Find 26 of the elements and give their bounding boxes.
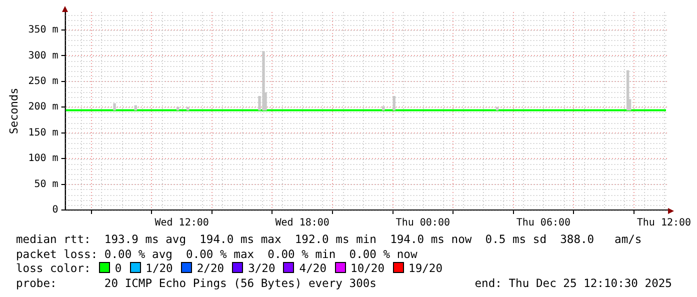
legend-label: 3/20 [248, 262, 276, 275]
y-axis-title: Seconds [7, 88, 20, 134]
y-tick-label: 150 m [28, 127, 58, 138]
y-tick-label: 350 m [28, 24, 58, 36]
legend-label: 1/20 [146, 262, 173, 275]
x-tick-label: Thu 06:00 [516, 218, 571, 229]
y-tick-label: 0 [52, 204, 58, 216]
text: loss color: [16, 262, 91, 275]
text: probe: 20 ICMP Echo Pings (56 Bytes) every 300s [16, 276, 376, 290]
x-tick-label: Thu 00:00 [396, 218, 450, 229]
legend-label: 2/20 [196, 262, 224, 275]
x-tick-label: Wed 18:00 [275, 218, 330, 229]
legend-label: 19/20 [408, 262, 443, 275]
text: packet loss: 0.00 % avg 0.00 % max 0.00 % min 0.00 % now [16, 248, 418, 260]
legend-label: 0 [114, 262, 122, 275]
y-tick-label: 200 m [28, 102, 58, 113]
text: end: Thu Dec 25 12:10:30 2025 [474, 276, 672, 291]
y-tick-label: 100 m [28, 153, 58, 164]
y-tick-label: 250 m [28, 76, 58, 88]
legend-label: 10/20 [350, 262, 385, 275]
x-tick-label: Wed 12:00 [154, 218, 209, 229]
text: median rtt: 193.9 ms avg 194.0 ms max 192.0 ms min 194.0 ms now 0.5 ms sd 388.0 am/s [16, 233, 642, 246]
x-tick-label: Thu 12:00 [636, 218, 692, 229]
y-tick-label: 300 m [28, 50, 58, 62]
y-tick-label: 50 m [34, 178, 58, 190]
legend-label: 4/20 [299, 262, 327, 275]
